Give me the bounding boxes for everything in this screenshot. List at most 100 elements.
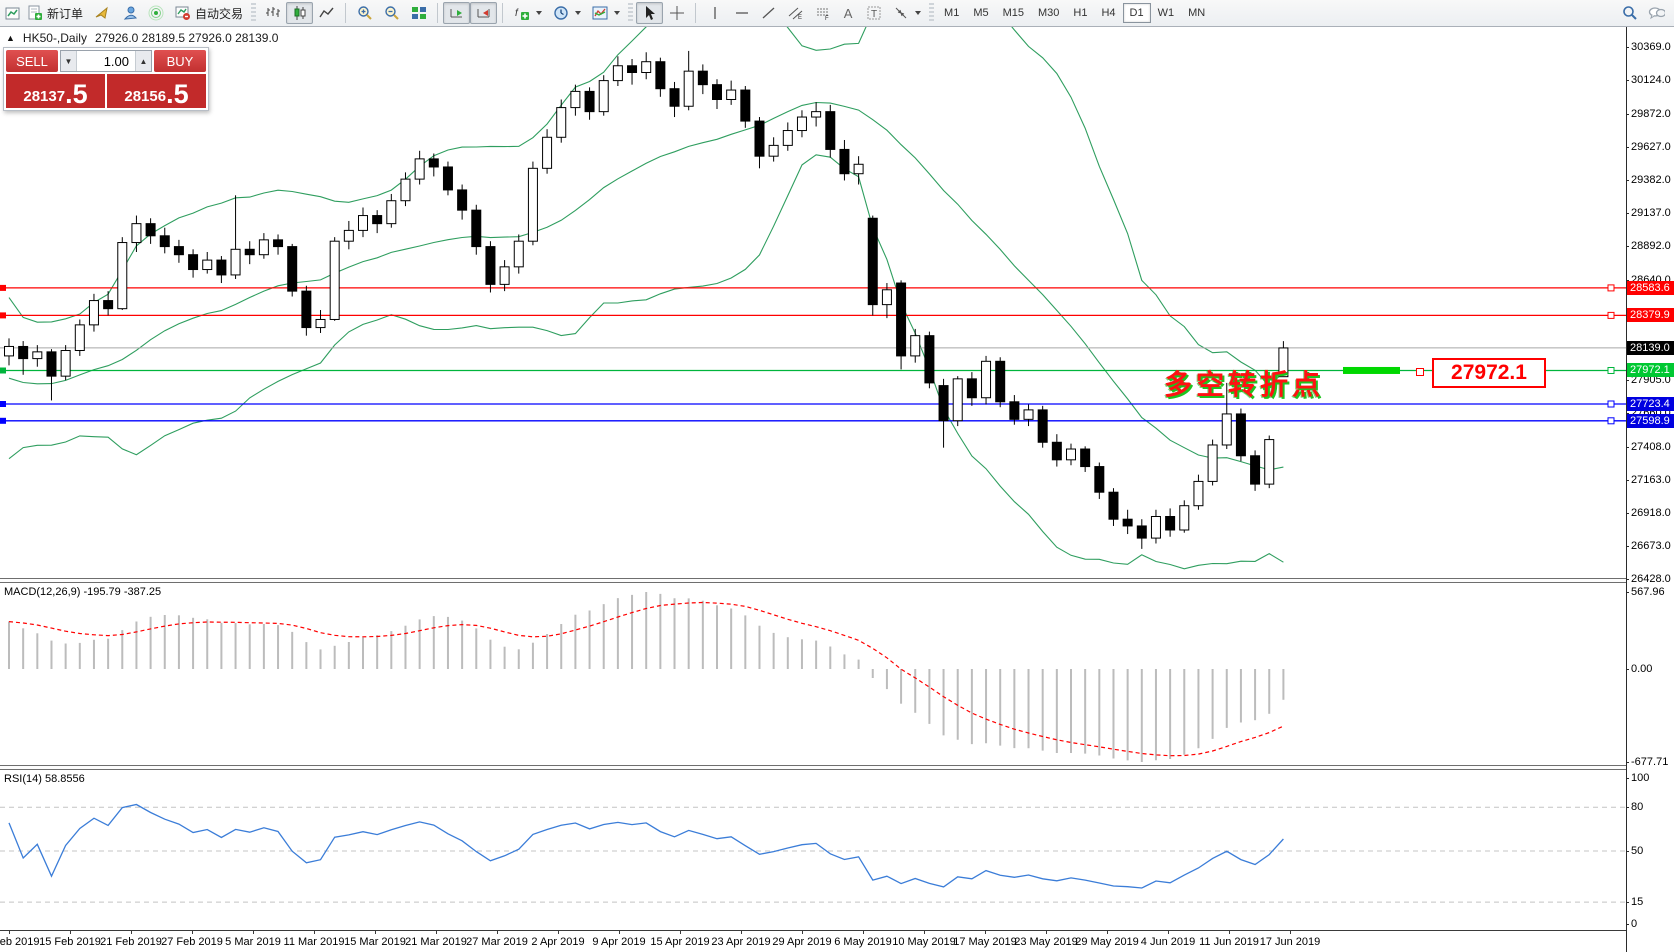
horizontal-line-button[interactable] [728,2,755,24]
text-button[interactable]: A [836,2,860,24]
line-chart-button[interactable] [313,2,340,24]
indicators-button[interactable]: f [508,2,547,24]
price-tick: 29872.0 [1626,108,1671,121]
tab-timeframe-D1[interactable]: D1 [1122,3,1151,23]
experts-button[interactable] [115,2,142,24]
time-label: 29 Apr 2019 [772,936,832,948]
time-tick [1046,931,1047,934]
resistance-price-flag: 28583.6 [1627,280,1674,295]
periods-button[interactable] [547,2,586,24]
time-tick [375,931,376,934]
price-pane[interactable] [0,27,1626,578]
text-label-button[interactable]: T [860,2,887,24]
autotrading-button[interactable]: 自动交易 [169,2,248,24]
tab-timeframe-M15[interactable]: M15 [1002,7,1024,19]
zoom-in-button[interactable] [351,2,378,24]
toolbar-grip [929,3,935,23]
price-tick: 29627.0 [1626,141,1671,154]
cursor-button[interactable] [636,2,664,24]
time-tick [558,931,559,934]
objects-button[interactable] [88,2,115,24]
time-label: 15 Feb 2019 [39,936,101,948]
volume-value[interactable]: 1.00 [77,51,135,71]
zoom-out-button[interactable] [378,2,405,24]
crosshair-icon [668,5,685,22]
search-button[interactable] [1616,2,1643,24]
rsi-pane[interactable] [0,770,1626,930]
time-label: 10 May 2019 [892,936,956,948]
chat-button[interactable] [1643,2,1670,24]
rsi-tick: 100 [1625,772,1650,784]
price-tick: 26673.0 [1626,539,1671,552]
time-label: 21 Feb 2019 [100,936,162,948]
time-label: 9 Apr 2019 [592,936,646,948]
time-tick [192,931,193,934]
tab-timeframe-MN[interactable]: MN [1188,7,1206,19]
collapse-panel-icon[interactable]: ▲ [6,33,15,43]
tab-timeframe-H4[interactable]: H4 [1101,7,1116,19]
volume-decrease-button[interactable]: ▼ [61,51,77,71]
sell-price[interactable]: 28137 .5 [6,74,105,108]
toolbar-separator [695,3,697,23]
cursor-arrow-icon [641,5,658,22]
signals-button[interactable] [142,2,169,24]
trendline-button[interactable] [755,2,782,24]
macd-pane[interactable] [0,583,1626,765]
tab-timeframe-H1[interactable]: H1 [1073,7,1088,19]
new-order-button[interactable]: 新订单 [21,2,88,24]
time-tick [1107,931,1108,934]
tab-timeframe-M5[interactable]: M5 [973,7,989,19]
chat-bubbles-icon [1648,5,1665,22]
pivot-price-callout[interactable]: 27972.1 [1432,358,1546,388]
signal-radar-icon [147,5,164,22]
chart-header: ▲ HK50-,Daily 27926.0 28189.5 27926.0 28… [6,31,278,45]
volume-increase-button[interactable]: ▲ [135,51,151,71]
autotrading-icon [174,5,191,22]
autoscroll-button[interactable] [443,2,471,24]
crosshair-button[interactable] [663,2,690,24]
time-tick [436,931,437,934]
volume-stepper: ▼ 1.00 ▲ [60,50,152,72]
toolbar: 新订单 自动交易 [0,0,1674,27]
pivot-price-flag: 27972.1 [1627,363,1674,378]
callout-anchor-square[interactable] [1416,368,1424,376]
macd-tick: 0.00 [1625,663,1653,675]
tab-timeframe-M30[interactable]: M30 [1038,7,1060,19]
price-tick: 30124.0 [1626,74,1671,87]
bar-chart-button[interactable] [259,2,286,24]
indicators-icon: f [513,5,530,22]
templates-button[interactable] [586,2,625,24]
price-tick: 29137.0 [1626,207,1671,220]
rsi-tick: 0 [1625,918,1638,930]
time-label: 23 May 2019 [1014,936,1078,948]
pane-separator[interactable] [0,765,1674,770]
time-tick [314,931,315,934]
line-chart-icon [318,5,335,22]
vertical-line-button[interactable] [701,2,728,24]
tab-timeframe-W1[interactable]: W1 [1157,7,1175,19]
buy-price[interactable]: 28156 .5 [107,74,206,108]
symbol-title: HK50-,Daily [22,31,87,45]
sell-button[interactable]: SELL [6,50,58,72]
svg-text:F: F [825,16,829,21]
price-tick: 29382.0 [1626,174,1671,187]
chart-shift-icon [475,5,492,22]
candle-chart-icon [291,5,308,22]
channel-button[interactable]: E [782,2,809,24]
chevron-down-icon [614,11,621,15]
pivot-annotation-text[interactable]: 多空转折点 [1164,369,1325,400]
time-tick [1229,931,1230,934]
candle-chart-button[interactable] [286,2,314,24]
arrows-button[interactable] [887,2,926,24]
fibonacci-button[interactable]: F [809,2,836,24]
buy-button[interactable]: BUY [154,50,206,72]
pane-separator[interactable] [0,578,1674,583]
time-tick [924,931,925,934]
tab-timeframe-M1[interactable]: M1 [944,7,960,19]
tile-windows-button[interactable] [405,2,432,24]
price-axis[interactable]: 30369.0 30124.0 29872.0 29627.0 29382.0 29137… [1625,27,1674,952]
search-icon [1621,5,1638,22]
chart-shift-button[interactable] [470,2,498,24]
